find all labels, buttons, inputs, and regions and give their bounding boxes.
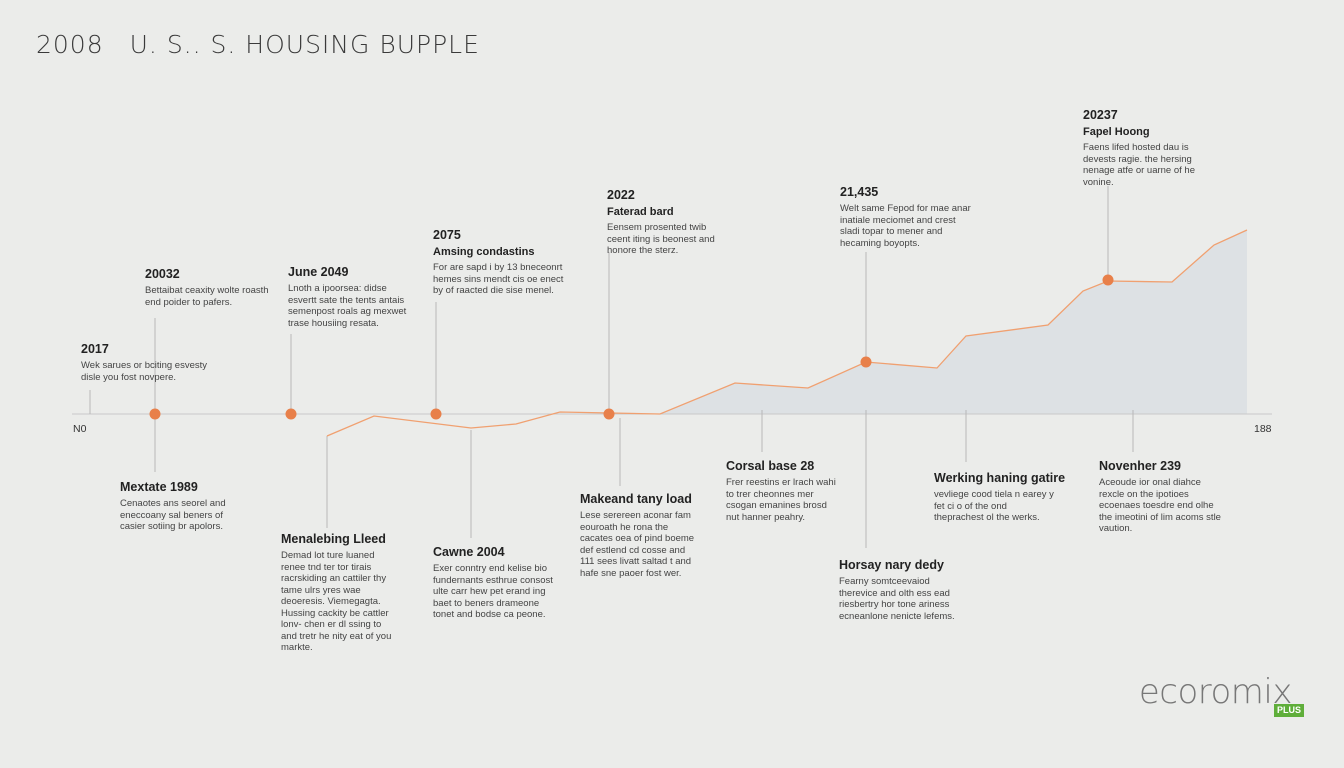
event-note-makeand: Makeand tany load Lese serereen aconar f… (580, 492, 700, 579)
event-body: Frer reestins er lrach wahi to trer cheo… (726, 477, 836, 523)
event-body: Fearny somtceevaiod therevice and olth e… (839, 576, 955, 622)
marker-6 (1102, 274, 1114, 286)
event-body: Lese serereen aconar fam eouroath he ron… (580, 510, 695, 579)
event-heading: Menalebing Lleed (281, 532, 386, 546)
event-heading: 20032 (145, 267, 180, 281)
event-body: Aceoude ior onal diahce rexcle on the ip… (1099, 477, 1221, 534)
event-note-horsay: Horsay nary dedy Fearny somtceevaiod the… (839, 558, 955, 622)
event-heading: 20237 (1083, 108, 1118, 122)
area-fill (660, 230, 1247, 414)
brand-logo: ecoromix (1138, 672, 1293, 712)
event-heading: Novenher 239 (1099, 459, 1181, 473)
event-heading: 2017 (81, 342, 109, 356)
event-heading: 21,435 (840, 185, 879, 199)
marker-1 (149, 408, 161, 420)
event-body: Demad lot ture luaned renee tnd ter tor … (281, 550, 392, 653)
connectors-above (89, 186, 1109, 414)
event-note-21435: 21,435 Welt same Fepod for mae anar inat… (840, 185, 976, 249)
event-heading: 2075 (433, 228, 461, 242)
event-body: Bettaibat ceaxity wolte roasth end poide… (145, 285, 269, 308)
event-note-june2049: June 2049 Lnoth a ipoorsea: didse esvert… (288, 265, 416, 329)
event-body: Lnoth a ipoorsea: didse esvertt sate the… (288, 283, 407, 329)
event-body: Welt same Fepod for mae anar inatiale me… (840, 203, 971, 249)
event-body: vevliege cood tiela n earey y fet ci o o… (934, 489, 1054, 523)
event-body: Wek sarues or bciting esvesty disle you … (81, 360, 208, 383)
event-note-corsal: Corsal base 28 Frer reestins er lrach wa… (726, 459, 842, 523)
event-heading: Makeand tany load (580, 492, 692, 506)
marker-4 (603, 408, 615, 420)
event-note-2017: 2017 Wek sarues or bciting esvesty disle… (81, 342, 221, 383)
event-heading: Horsay nary dedy (839, 558, 944, 572)
event-heading: June 2049 (288, 265, 349, 279)
title-text: U. S.. S. HOUSING BUPPLE (129, 30, 480, 59)
event-note-20032: 20032 Bettaibat ceaxity wolte roasth end… (145, 267, 275, 308)
event-heading: Werking haning gatire (934, 471, 1066, 485)
marker-5 (860, 356, 872, 368)
event-note-werking: Werking haning gatire vevliege cood tiel… (934, 471, 1066, 524)
event-note-cawne: Cawne 2004 Exer conntry end kelise bio f… (433, 545, 553, 621)
event-heading: Cawne 2004 (433, 545, 505, 559)
brand-logo-badge: PLUS (1274, 704, 1305, 717)
event-body: Faens lifed hosted dau is devests ragie.… (1083, 142, 1195, 188)
event-body: Exer conntry end kelise bio fundernants … (433, 563, 553, 620)
axis-left-label: N0 (73, 423, 87, 435)
event-heading: Mextate 1989 (120, 480, 198, 494)
event-subheading: Amsing condastins (433, 246, 535, 258)
marker-2 (285, 408, 297, 420)
page-title: 2008 U. S.. S. HOUSING BUPPLE (36, 30, 480, 59)
event-note-2075: 2075 Amsing condastins For are sapd i by… (433, 228, 571, 297)
event-body: Eensem prosented twib ceent iting is beo… (607, 222, 715, 256)
title-year: 2008 (36, 30, 104, 59)
axis-right-label: 188 (1254, 423, 1272, 435)
event-heading: 2022 (607, 188, 635, 202)
event-body: For are sapd i by 13 bneceonrt hemes sin… (433, 262, 564, 296)
event-note-mextate: Mextate 1989 Cenaotes ans seorel and ene… (120, 480, 250, 533)
markers (149, 274, 1114, 420)
marker-3 (430, 408, 442, 420)
connectors-below (154, 410, 1134, 548)
event-note-november: Novenher 239 Aceoude ior onal diahce rex… (1099, 459, 1223, 535)
event-note-2022: 2022 Faterad bard Eensem prosented twib … (607, 188, 727, 257)
event-note-20237: 20237 Fapel Hoong Faens lifed hosted dau… (1083, 108, 1223, 188)
event-body: Cenaotes ans seorel and eneccoany sal be… (120, 498, 226, 532)
event-heading: Corsal base 28 (726, 459, 815, 473)
event-subheading: Faterad bard (607, 206, 674, 218)
event-note-menalebing: Menalebing Lleed Demad lot ture luaned r… (281, 532, 397, 654)
event-subheading: Fapel Hoong (1083, 126, 1150, 138)
